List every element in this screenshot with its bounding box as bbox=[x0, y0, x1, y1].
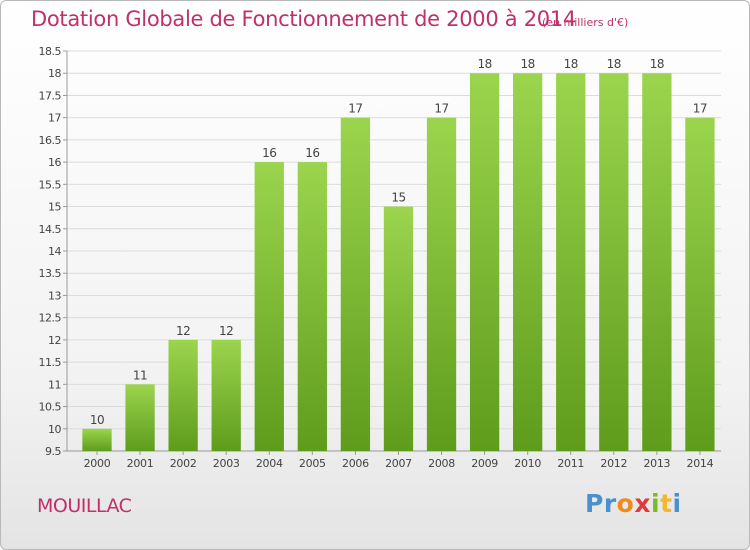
logo-letter: r bbox=[603, 489, 617, 518]
data-label-2002: 12 bbox=[176, 324, 190, 338]
x-tick-label-2001: 2001 bbox=[127, 457, 154, 470]
chart-subtitle: (en milliers d'€) bbox=[542, 16, 629, 29]
data-label-2013: 18 bbox=[650, 57, 664, 71]
bar-2007 bbox=[383, 206, 414, 451]
bar-2001 bbox=[125, 384, 155, 451]
data-label-2010: 18 bbox=[521, 57, 535, 71]
x-tick-label-2009: 2009 bbox=[471, 457, 498, 470]
y-tick-label: 12.5 bbox=[39, 312, 62, 325]
data-label-2006: 17 bbox=[348, 102, 362, 116]
x-tick-label-2012: 2012 bbox=[600, 457, 627, 470]
x-tick-label-2002: 2002 bbox=[170, 457, 197, 470]
data-label-2007: 15 bbox=[391, 191, 405, 205]
data-label-2004: 16 bbox=[262, 146, 276, 160]
x-tick-label-2011: 2011 bbox=[557, 457, 584, 470]
bar-2013 bbox=[642, 73, 672, 451]
data-label-2011: 18 bbox=[564, 57, 578, 71]
y-tick-label: 13.5 bbox=[39, 267, 62, 280]
chart-title: Dotation Globale de Fonctionnement de 20… bbox=[31, 7, 576, 31]
bar-2005 bbox=[297, 162, 327, 451]
y-tick-label: 15.5 bbox=[39, 178, 62, 191]
data-label-2009: 18 bbox=[477, 57, 491, 71]
y-tick-label: 11.5 bbox=[39, 356, 62, 369]
bar-2010 bbox=[513, 73, 543, 451]
y-tick-label: 18 bbox=[48, 67, 61, 80]
bar-2002 bbox=[168, 339, 198, 451]
data-label-2001: 11 bbox=[133, 368, 147, 382]
x-tick-label-2005: 2005 bbox=[299, 457, 326, 470]
y-tick-label: 14 bbox=[48, 245, 61, 258]
bar-2006 bbox=[340, 117, 371, 452]
data-label-2014: 17 bbox=[693, 102, 707, 116]
logo-letter: P bbox=[585, 489, 604, 518]
logo-letter: i bbox=[651, 489, 661, 518]
y-tick-label: 13 bbox=[48, 289, 61, 302]
bar-2009 bbox=[469, 73, 500, 451]
data-label-2005: 16 bbox=[305, 146, 319, 160]
axes: 9.5 10 10.5 11 11.5 12 12.5 13 13.5 14 14.5 15 15.5 1… bbox=[39, 45, 721, 470]
commune-name: MOUILLAC bbox=[37, 495, 132, 517]
x-tick-label-2003: 2003 bbox=[213, 457, 240, 470]
bar-2011 bbox=[556, 73, 586, 451]
bar-2012 bbox=[599, 73, 629, 451]
data-label-2000: 10 bbox=[90, 413, 104, 427]
x-tick-label-2007: 2007 bbox=[385, 457, 412, 470]
y-tick-label: 11 bbox=[48, 378, 61, 391]
data-label-2012: 18 bbox=[607, 57, 621, 71]
bar-2000 bbox=[82, 428, 112, 451]
x-tick-label-2004: 2004 bbox=[256, 457, 283, 470]
y-tick-label: 10.5 bbox=[39, 401, 62, 414]
y-tick-label: 12 bbox=[48, 334, 61, 347]
x-tick-label-2000: 2000 bbox=[84, 457, 111, 470]
y-tick-label: 15 bbox=[48, 201, 61, 214]
y-tick-label: 14.5 bbox=[39, 223, 62, 236]
y-tick-label: 16.5 bbox=[39, 134, 62, 147]
bar-2014 bbox=[685, 117, 715, 452]
data-label-2003: 12 bbox=[219, 324, 233, 338]
logo-letter: t bbox=[660, 489, 673, 518]
logo-letter: x bbox=[634, 489, 651, 518]
y-tick-label: 17 bbox=[48, 112, 61, 125]
proxiti-logo[interactable]: Proxiti bbox=[585, 489, 682, 518]
y-tick-label: 16 bbox=[48, 156, 61, 169]
bar-2003 bbox=[211, 339, 241, 451]
x-tick-label-2008: 2008 bbox=[428, 457, 455, 470]
y-tick-label: 9.5 bbox=[45, 445, 61, 458]
y-tick-label: 17.5 bbox=[39, 89, 62, 102]
logo-letter: i bbox=[672, 489, 682, 518]
data-labels: 10 11 12 12 16 16 17 15 17 18 18 18 18 18 17 bbox=[90, 57, 708, 427]
x-tick-label-2010: 2010 bbox=[514, 457, 541, 470]
bar-2004 bbox=[254, 162, 284, 451]
x-tick-label-2013: 2013 bbox=[643, 457, 670, 470]
bars bbox=[82, 73, 715, 452]
y-tick-label: 18.5 bbox=[39, 45, 62, 58]
logo-letter: o bbox=[616, 489, 635, 518]
data-label-2008: 17 bbox=[434, 102, 448, 116]
bar-2008 bbox=[426, 117, 457, 452]
y-tick-label: 10 bbox=[48, 423, 61, 436]
x-tick-label-2006: 2006 bbox=[342, 457, 369, 470]
x-tick-label-2014: 2014 bbox=[687, 457, 714, 470]
